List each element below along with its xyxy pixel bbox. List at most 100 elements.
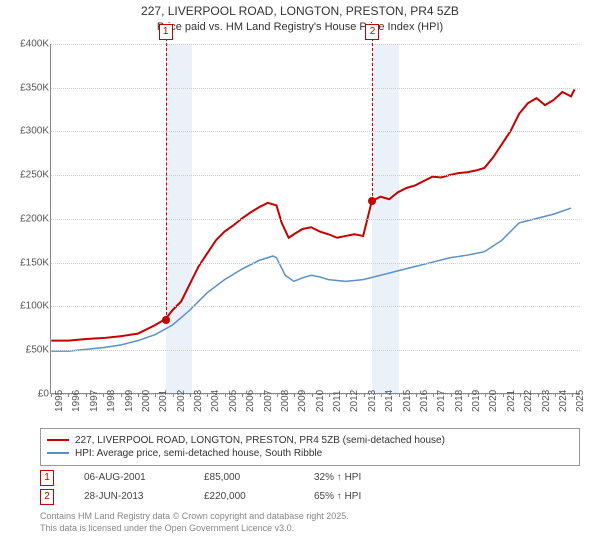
x-axis-label: 2012 [349, 390, 360, 412]
x-tick [485, 393, 486, 397]
x-axis-label: 2011 [332, 390, 343, 412]
y-axis-label: £150K [11, 257, 49, 268]
marker-label-1: 1 [159, 24, 173, 40]
gridline [51, 44, 580, 45]
x-axis-label: 1997 [89, 390, 100, 412]
x-axis-label: 2017 [436, 390, 447, 412]
x-tick [225, 393, 226, 397]
chart-title: 227, LIVERPOOL ROAD, LONGTON, PRESTON, P… [0, 0, 600, 36]
x-tick [86, 393, 87, 397]
plot-region: £0£50K£100K£150K£200K£250K£300K£350K£400… [50, 44, 580, 394]
gridline [51, 175, 580, 176]
x-tick [538, 393, 539, 397]
x-axis-label: 2001 [158, 390, 169, 412]
x-axis-label: 2022 [523, 390, 534, 412]
x-tick [381, 393, 382, 397]
x-tick [346, 393, 347, 397]
x-axis-label: 1996 [71, 390, 82, 412]
x-tick [503, 393, 504, 397]
x-axis-label: 2016 [419, 390, 430, 412]
footer: Contains HM Land Registry data © Crown c… [40, 511, 580, 534]
x-axis-label: 1998 [106, 390, 117, 412]
marker-connector [372, 28, 373, 202]
series-line-property [51, 89, 574, 340]
x-axis-label: 2006 [245, 390, 256, 412]
y-axis-label: £100K [11, 301, 49, 312]
x-axis-label: 2013 [367, 390, 378, 412]
x-axis-label: 2018 [454, 390, 465, 412]
gridline [51, 350, 580, 351]
x-tick [416, 393, 417, 397]
x-tick [520, 393, 521, 397]
legend-swatch [47, 439, 69, 441]
sale-delta: 65% ↑ HPI [314, 491, 361, 502]
x-tick [68, 393, 69, 397]
x-axis-label: 2008 [280, 390, 291, 412]
x-axis-label: 2007 [263, 390, 274, 412]
sale-delta: 32% ↑ HPI [314, 472, 361, 483]
x-tick [364, 393, 365, 397]
x-axis-label: 1999 [124, 390, 135, 412]
x-tick [207, 393, 208, 397]
x-axis-label: 2020 [488, 390, 499, 412]
x-axis-label: 2009 [297, 390, 308, 412]
sale-date: 28-JUN-2013 [84, 491, 174, 502]
legend: 227, LIVERPOOL ROAD, LONGTON, PRESTON, P… [40, 428, 580, 466]
sale-date: 06-AUG-2001 [84, 472, 174, 483]
title-line1: 227, LIVERPOOL ROAD, LONGTON, PRESTON, P… [0, 4, 600, 20]
y-axis-label: £400K [11, 38, 49, 49]
gridline [51, 131, 580, 132]
x-axis-label: 2003 [193, 390, 204, 412]
y-axis-label: £50K [11, 345, 49, 356]
x-tick [277, 393, 278, 397]
x-tick [103, 393, 104, 397]
x-axis-label: 2002 [176, 390, 187, 412]
legend-label: 227, LIVERPOOL ROAD, LONGTON, PRESTON, P… [75, 435, 445, 446]
x-tick [173, 393, 174, 397]
sale-point-2 [368, 197, 376, 205]
x-tick [451, 393, 452, 397]
marker-label-2: 2 [365, 24, 379, 40]
x-axis-label: 2021 [506, 390, 517, 412]
x-axis-label: 2025 [575, 390, 586, 412]
y-axis-label: £300K [11, 126, 49, 137]
legend-item: 227, LIVERPOOL ROAD, LONGTON, PRESTON, P… [47, 435, 573, 446]
x-tick [121, 393, 122, 397]
x-axis-label: 2019 [471, 390, 482, 412]
sale-point-1 [162, 316, 170, 324]
footer-line1: Contains HM Land Registry data © Crown c… [40, 511, 580, 523]
x-tick [190, 393, 191, 397]
footer-line2: This data is licensed under the Open Gov… [40, 523, 580, 535]
sale-price: £85,000 [204, 472, 284, 483]
y-axis-label: £250K [11, 170, 49, 181]
x-axis-label: 2005 [228, 390, 239, 412]
sale-marker-box: 2 [40, 489, 54, 505]
gridline [51, 306, 580, 307]
series-line-hpi [51, 208, 571, 351]
x-tick [468, 393, 469, 397]
x-tick [155, 393, 156, 397]
x-axis-label: 1995 [54, 390, 65, 412]
x-axis-label: 2023 [541, 390, 552, 412]
legend-item: HPI: Average price, semi-detached house,… [47, 448, 573, 459]
x-tick [260, 393, 261, 397]
marker-connector [166, 28, 167, 320]
gridline [51, 263, 580, 264]
sale-row: 106-AUG-2001£85,00032% ↑ HPI [40, 470, 580, 486]
gridline [51, 219, 580, 220]
gridline [51, 88, 580, 89]
x-axis-label: 2014 [384, 390, 395, 412]
x-tick [312, 393, 313, 397]
x-axis-label: 2000 [141, 390, 152, 412]
x-tick [51, 393, 52, 397]
x-axis-label: 2024 [558, 390, 569, 412]
chart-area: £0£50K£100K£150K£200K£250K£300K£350K£400… [10, 36, 590, 426]
x-tick [572, 393, 573, 397]
y-axis-label: £0 [11, 388, 49, 399]
x-axis-label: 2004 [210, 390, 221, 412]
x-tick [138, 393, 139, 397]
sales-table: 106-AUG-2001£85,00032% ↑ HPI228-JUN-2013… [0, 470, 600, 505]
legend-label: HPI: Average price, semi-detached house,… [75, 448, 322, 459]
legend-swatch [47, 452, 69, 454]
x-tick [329, 393, 330, 397]
